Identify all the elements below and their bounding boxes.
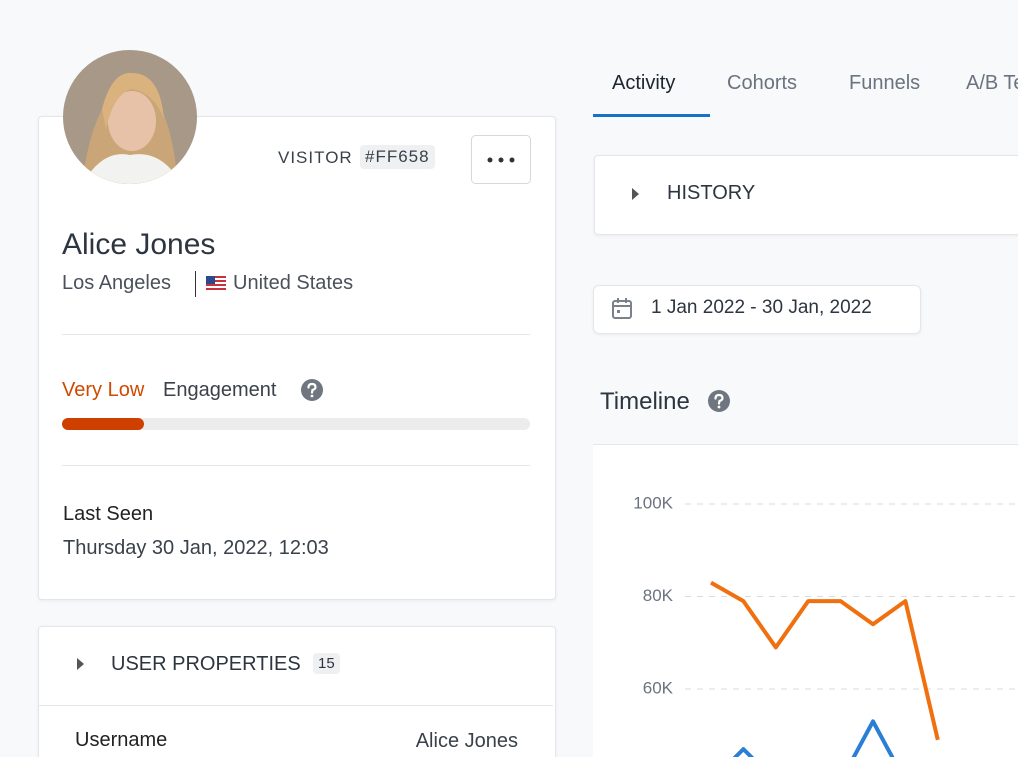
caret[interactable]	[631, 187, 641, 201]
tab[interactable]: A/B Tests	[966, 72, 1018, 94]
chart: 60K 80K 100K	[633, 493, 1018, 757]
visitor-id: #FF658	[360, 145, 435, 169]
avatar	[63, 50, 197, 184]
engagement-track	[62, 418, 530, 430]
y-tick-label: 60K	[643, 678, 674, 697]
caret[interactable]	[76, 657, 86, 671]
tab[interactable]: Funnels	[849, 72, 921, 94]
date-range[interactable]: 1 Jan 2022 - 30 Jan, 2022	[651, 297, 872, 318]
flag	[206, 276, 226, 290]
help-icon[interactable]	[300, 378, 324, 402]
more-button[interactable]	[471, 135, 531, 184]
divider	[62, 465, 530, 466]
tab[interactable]: Cohorts	[727, 72, 798, 94]
properties-card	[38, 626, 556, 757]
properties-title[interactable]: USER PROPERTIES	[111, 653, 301, 675]
divider	[39, 705, 553, 706]
properties-count: 15	[313, 653, 340, 674]
tab-underline	[593, 114, 710, 117]
visitor-label: VISITOR	[278, 148, 353, 167]
separator	[195, 271, 196, 297]
history-title[interactable]: HISTORY	[667, 182, 756, 204]
city: Los Angeles	[62, 272, 171, 294]
property-value: Alice Jones	[415, 730, 518, 752]
last-seen-label: Last Seen	[63, 503, 154, 525]
data-line	[710, 580, 940, 741]
engagement-label: Engagement	[163, 379, 277, 401]
user-name: Alice Jones	[62, 228, 216, 261]
tab[interactable]: Activity	[612, 72, 676, 94]
help-icon[interactable]	[707, 389, 731, 413]
divider	[62, 334, 530, 335]
chart-panel	[593, 444, 1018, 757]
y-tick-label: 100K	[633, 493, 673, 512]
timeline-title: Timeline	[600, 388, 690, 415]
history-card	[594, 155, 1018, 235]
profile-card	[38, 116, 556, 600]
calendar-icon	[612, 298, 632, 319]
engagement-level: Very Low	[62, 379, 145, 401]
country: United States	[233, 272, 354, 294]
property-key: Username	[75, 729, 168, 751]
last-seen-value: Thursday 30 Jan, 2022, 12:03	[63, 537, 329, 559]
date-picker[interactable]	[593, 285, 921, 334]
y-tick-label: 80K	[643, 586, 674, 605]
data-line	[732, 719, 895, 757]
